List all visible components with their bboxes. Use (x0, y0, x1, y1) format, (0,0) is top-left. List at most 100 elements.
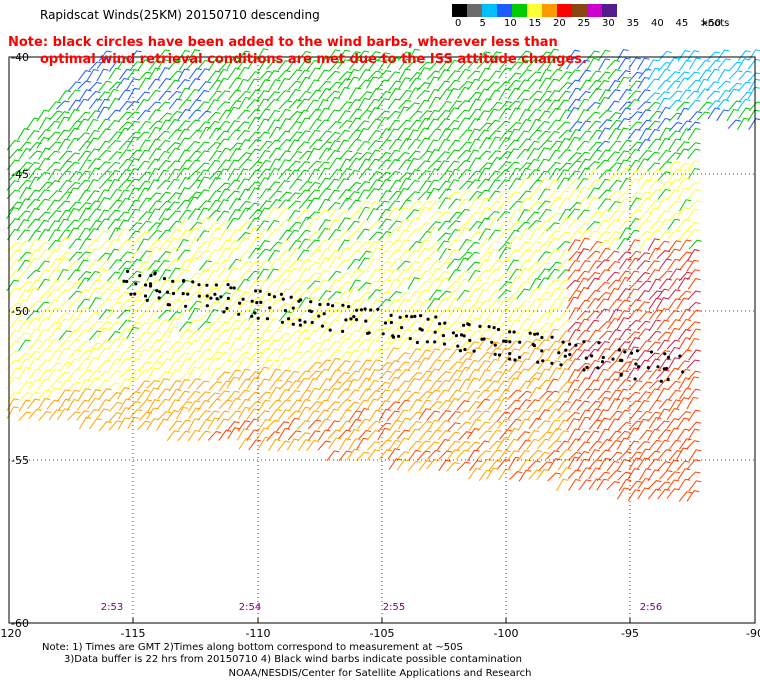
wind-barb-group (6, 48, 760, 352)
quality-flag-circle (291, 322, 295, 326)
quality-flag-circle (144, 283, 148, 287)
legend-label: 10 (504, 18, 517, 29)
quality-flag-circle (279, 292, 283, 296)
quality-flag-circle (493, 352, 497, 356)
quality-flag-circle (162, 277, 167, 281)
quality-flag-circle (383, 321, 388, 325)
longitude-label: -90 (746, 627, 760, 640)
quality-flag-circle (376, 307, 380, 311)
quality-note-line-2: optimal wind retrieval conditions are me… (40, 52, 587, 67)
quality-flag-circle (419, 314, 423, 318)
quality-flag-circle (441, 334, 445, 338)
longitude-label: -105 (370, 627, 395, 640)
quality-flag-circle (310, 320, 314, 325)
quality-flag-circle (442, 342, 447, 346)
quality-flag-circle (557, 351, 561, 355)
quality-flag-circle (582, 368, 586, 372)
footer-note-line-2: 3)Data buffer is 22 hrs from 20150710 4)… (64, 654, 522, 665)
quality-flag-circle (634, 362, 638, 366)
quality-flag-circle (155, 289, 159, 293)
quality-flag-circle (331, 304, 335, 308)
quality-flag-circle (433, 330, 437, 334)
quality-flag-circle (611, 357, 615, 361)
quality-flag-circle (389, 320, 393, 325)
quality-flag-circle (219, 295, 223, 299)
quality-flag-circle (478, 324, 482, 328)
legend-color-bar (452, 4, 617, 17)
quality-flag-circle (518, 355, 522, 359)
quality-flag-circle (303, 320, 307, 324)
quality-flag-circle (250, 314, 254, 318)
quality-flag-circle (265, 317, 270, 321)
quality-flag-circle (410, 315, 414, 319)
latitude-label: -45 (11, 168, 29, 181)
legend-swatch (482, 4, 497, 17)
legend-swatch (497, 4, 512, 17)
quality-flag-circle (467, 323, 471, 327)
quality-flag-circle (214, 283, 218, 287)
quality-flag-circle (225, 306, 229, 310)
quality-flag-circle (646, 366, 651, 370)
quality-flag-circle (400, 326, 404, 330)
time-labels: 2:53 2:54 2:55 2:56 (101, 602, 662, 613)
legend-label: 40 (651, 18, 664, 29)
quality-flag-circle (533, 332, 537, 336)
quality-flag-circle (197, 283, 201, 287)
quality-flag-circle (451, 331, 455, 335)
quality-flag-circle (318, 302, 322, 307)
quality-flag-circle (620, 358, 624, 363)
quality-note-line-1: Note: black circles have been added to t… (8, 35, 558, 50)
quality-flag-circle (617, 348, 622, 352)
quality-flag-circle (359, 308, 363, 312)
legend-swatch (527, 4, 542, 17)
quality-flag-circle (389, 313, 393, 317)
quality-flag-circle (267, 292, 271, 297)
quality-flag-circle (205, 283, 209, 287)
quality-flag-circle (354, 318, 359, 322)
quality-flag-circle (352, 315, 356, 319)
quality-flag-circle (540, 349, 544, 353)
quality-note: Note: black circles have been added to t… (8, 34, 587, 68)
quality-flag-circle (213, 292, 217, 296)
quality-flag-circle (434, 315, 438, 319)
longitude-labels: -120 -115 -110 -105 -100 -95 -90 (0, 627, 760, 640)
map-frame (8, 56, 756, 624)
quality-flag-circle (629, 351, 634, 355)
quality-flag-circle (532, 344, 537, 348)
quality-flag-circle (171, 279, 175, 283)
quality-flag-circle (129, 292, 133, 296)
quality-flag-circle (666, 377, 670, 381)
quality-flag-circle (268, 306, 272, 310)
quality-flag-circle (659, 379, 663, 383)
quality-flag-circle (125, 279, 129, 284)
legend-swatch (572, 4, 587, 17)
quality-flag-circle (165, 290, 170, 294)
quality-flag-circles (122, 269, 685, 383)
quality-flag-circle (298, 323, 302, 327)
wind-barb-group (6, 328, 573, 492)
quality-flag-circle (497, 353, 502, 357)
longitude-label: -95 (621, 627, 639, 640)
quality-flag-circle (536, 360, 540, 364)
quality-flag-circle (241, 297, 245, 301)
wind-barb-group (646, 49, 760, 111)
quality-flag-circle (512, 330, 516, 334)
quality-flag-circle (635, 349, 640, 353)
quality-flag-circle (550, 335, 554, 339)
quality-flag-circle (540, 335, 544, 340)
legend-swatch (587, 4, 602, 17)
quality-flag-circle (232, 286, 236, 290)
quality-flag-circle (299, 298, 303, 302)
wind-barb-group (56, 48, 760, 151)
quality-flag-circle (184, 304, 188, 308)
latitude-label: -50 (11, 305, 29, 318)
quality-flag-circle (182, 279, 186, 283)
quality-flag-circle (157, 296, 161, 300)
legend-swatch (542, 4, 557, 17)
quality-flag-circle (309, 309, 313, 314)
quality-flag-circle (568, 342, 572, 346)
quality-flag-circle (229, 286, 233, 290)
quality-flag-circle (463, 347, 467, 352)
quality-flag-circle (122, 279, 126, 283)
quality-flag-circle (584, 356, 588, 360)
